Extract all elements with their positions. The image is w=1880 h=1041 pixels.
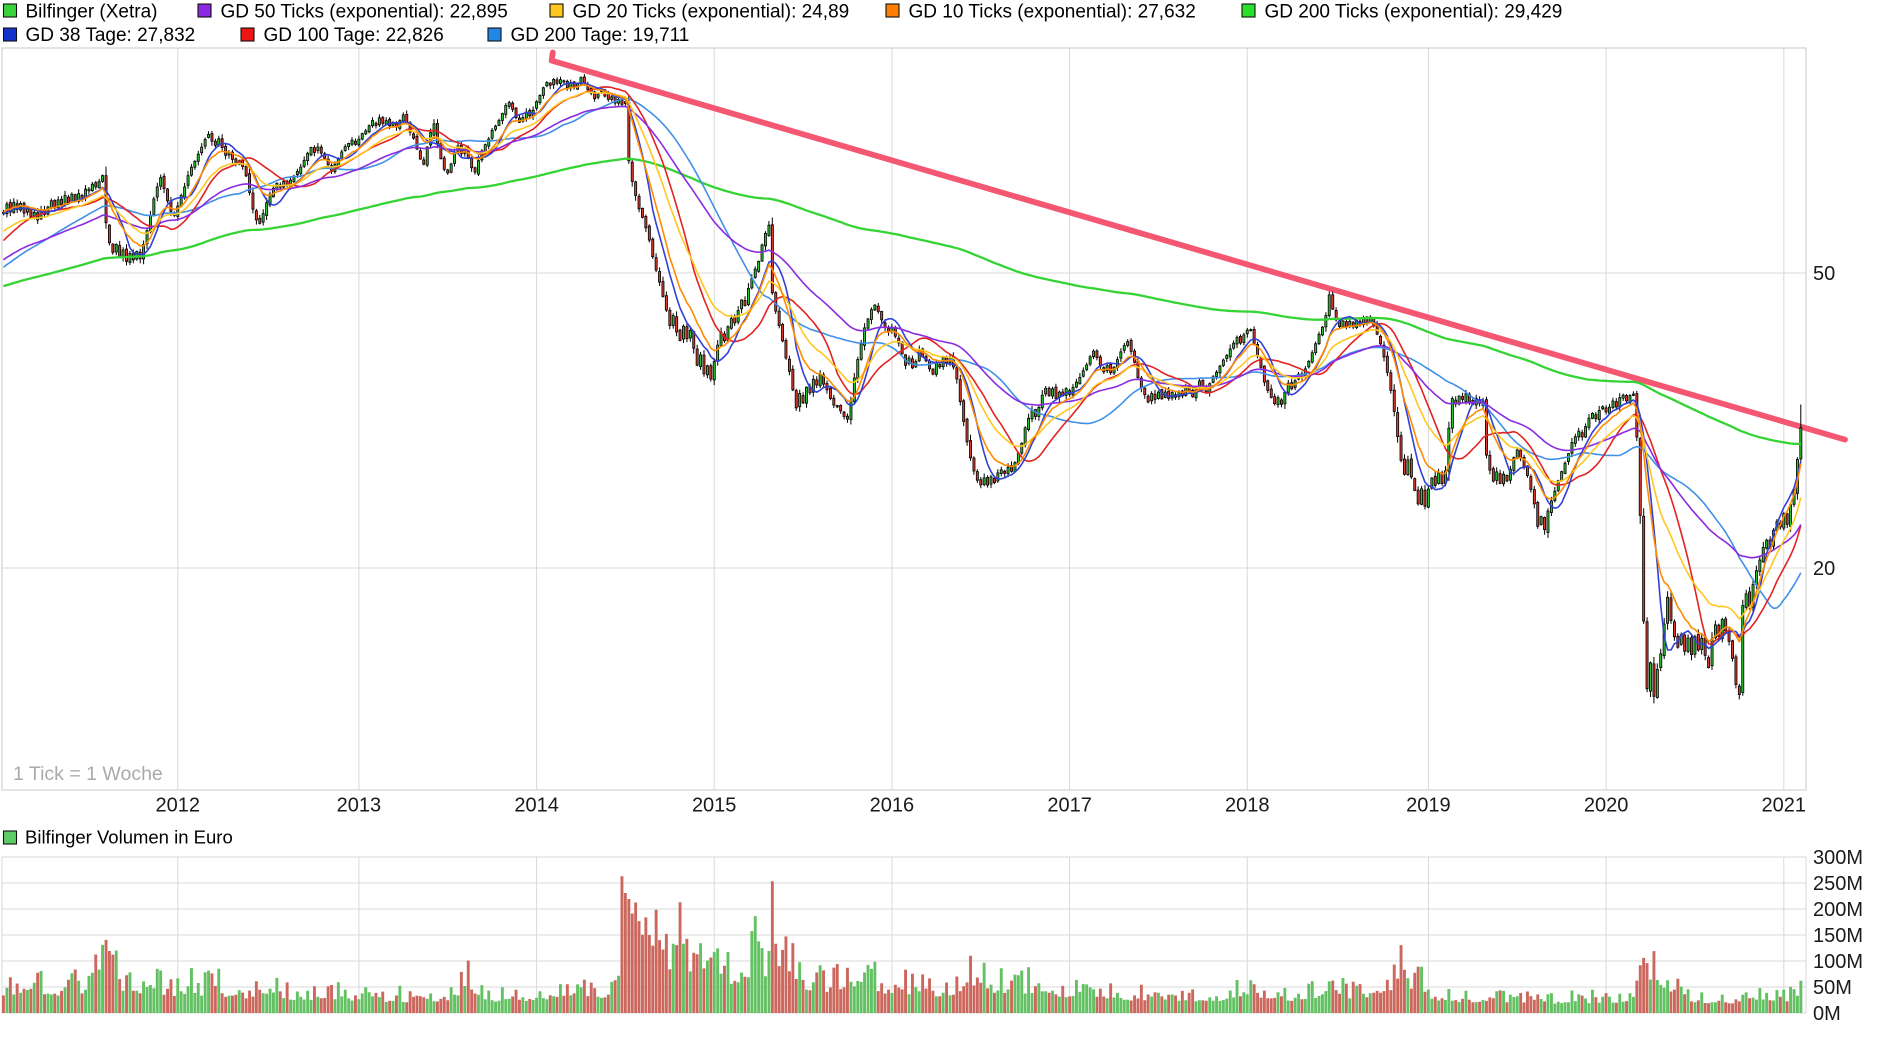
svg-text:GD 100 Tage: 22,826: GD 100 Tage: 22,826 (264, 25, 444, 46)
svg-text:GD 20 Ticks (exponential): 24,: GD 20 Ticks (exponential): 24,89 (573, 2, 850, 23)
svg-text:2021: 2021 (1762, 795, 1807, 817)
svg-text:200M: 200M (1813, 899, 1863, 921)
svg-text:2016: 2016 (870, 795, 915, 817)
svg-text:2017: 2017 (1047, 795, 1092, 817)
svg-text:0M: 0M (1813, 1003, 1841, 1025)
svg-text:GD 38 Tage: 27,832: GD 38 Tage: 27,832 (26, 25, 196, 46)
svg-text:GD 200 Ticks (exponential): 29: GD 200 Ticks (exponential): 29,429 (1265, 2, 1563, 23)
svg-text:2013: 2013 (337, 795, 382, 817)
svg-text:300M: 300M (1813, 847, 1863, 869)
svg-text:2012: 2012 (156, 795, 201, 817)
svg-text:20: 20 (1813, 558, 1835, 580)
svg-text:Bilfinger Volumen in Euro: Bilfinger Volumen in Euro (25, 827, 233, 848)
svg-text:50: 50 (1813, 263, 1835, 285)
svg-text:2014: 2014 (514, 795, 559, 817)
svg-text:250M: 250M (1813, 873, 1863, 895)
svg-text:1 Tick = 1 Woche: 1 Tick = 1 Woche (13, 763, 163, 785)
svg-text:50M: 50M (1813, 977, 1852, 999)
svg-text:150M: 150M (1813, 925, 1863, 947)
svg-text:2019: 2019 (1406, 795, 1451, 817)
svg-text:100M: 100M (1813, 951, 1863, 973)
svg-text:2015: 2015 (692, 795, 737, 817)
svg-text:GD 200 Tage: 19,711: GD 200 Tage: 19,711 (511, 25, 690, 46)
svg-text:2018: 2018 (1225, 795, 1270, 817)
svg-text:GD 50 Ticks (exponential): 22,: GD 50 Ticks (exponential): 22,895 (221, 2, 508, 23)
svg-text:GD 10 Ticks (exponential): 27,: GD 10 Ticks (exponential): 27,632 (909, 2, 1196, 23)
svg-text:2020: 2020 (1584, 795, 1629, 817)
svg-text:Bilfinger (Xetra): Bilfinger (Xetra) (26, 2, 158, 23)
